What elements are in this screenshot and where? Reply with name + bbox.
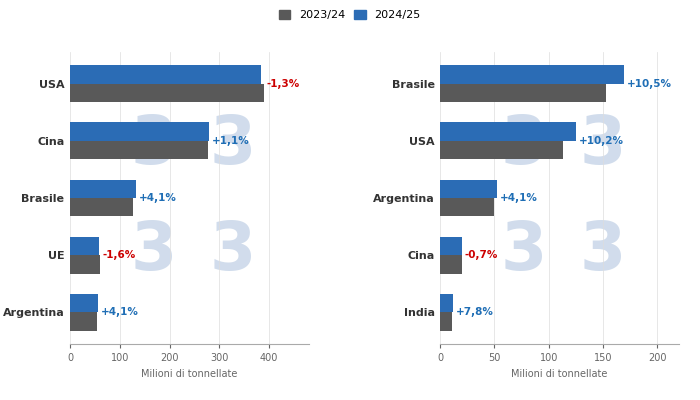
Bar xyxy=(70,294,99,312)
Text: 3: 3 xyxy=(130,218,176,284)
Text: +1,1%: +1,1% xyxy=(212,136,250,146)
X-axis label: Milioni di tonnellate: Milioni di tonnellate xyxy=(141,368,237,378)
Bar xyxy=(440,84,606,102)
Bar xyxy=(440,294,453,312)
Text: 3: 3 xyxy=(580,112,626,178)
Text: +7,8%: +7,8% xyxy=(456,308,494,318)
Bar xyxy=(440,141,563,159)
Bar xyxy=(70,180,136,198)
Bar xyxy=(70,237,99,255)
Text: +4,1%: +4,1% xyxy=(500,193,538,203)
Bar xyxy=(440,255,462,274)
Text: +4,1%: +4,1% xyxy=(102,308,139,318)
Text: 3: 3 xyxy=(500,112,547,178)
Bar xyxy=(70,84,263,102)
Bar xyxy=(440,237,462,255)
Legend: 2023/24, 2024/25: 2023/24, 2024/25 xyxy=(275,6,425,25)
Text: 3: 3 xyxy=(580,218,626,284)
Text: -1,3%: -1,3% xyxy=(267,78,300,88)
Text: +10,2%: +10,2% xyxy=(579,136,624,146)
Text: 3: 3 xyxy=(209,112,256,178)
Text: -1,6%: -1,6% xyxy=(103,250,136,260)
Bar xyxy=(440,122,576,141)
Bar xyxy=(440,312,452,331)
Text: +4,1%: +4,1% xyxy=(139,193,176,203)
Bar xyxy=(440,180,496,198)
Bar xyxy=(70,312,97,331)
Bar xyxy=(70,198,133,216)
Bar xyxy=(70,65,261,84)
Bar xyxy=(70,122,209,141)
Bar xyxy=(440,198,494,216)
Text: 3: 3 xyxy=(500,218,547,284)
X-axis label: Milioni di tonnellate: Milioni di tonnellate xyxy=(512,368,608,378)
Text: 3: 3 xyxy=(130,112,176,178)
Bar xyxy=(70,141,208,159)
Bar xyxy=(70,255,100,274)
Text: -0,7%: -0,7% xyxy=(465,250,498,260)
Text: 3: 3 xyxy=(209,218,256,284)
Text: +10,5%: +10,5% xyxy=(626,78,671,88)
Bar xyxy=(440,65,624,84)
